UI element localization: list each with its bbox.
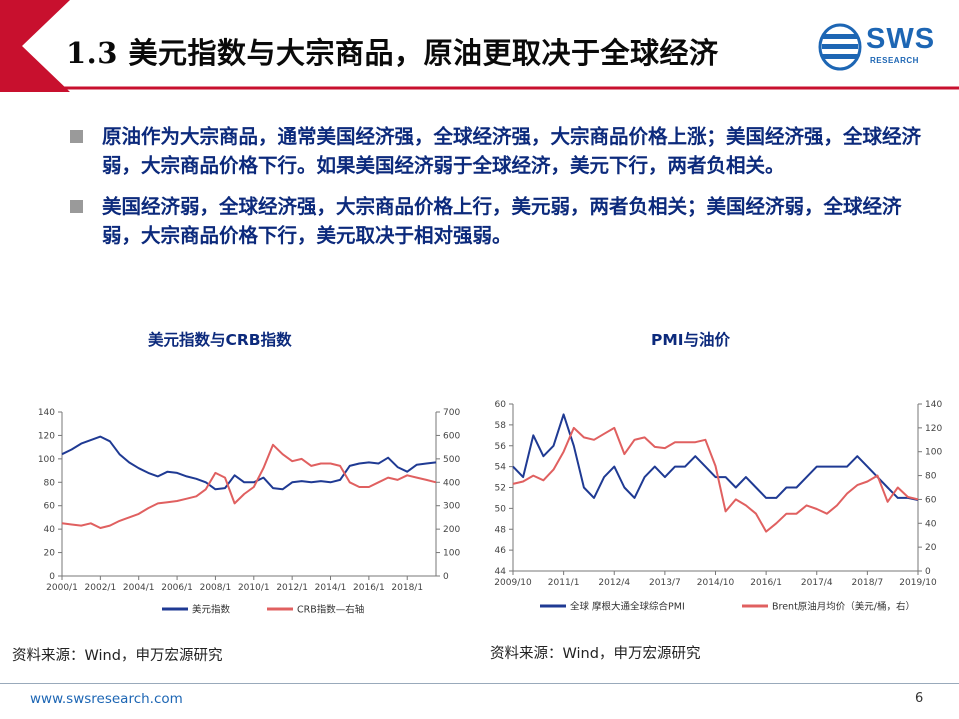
page-number: 6 xyxy=(915,691,924,706)
series-line-1 xyxy=(512,413,919,501)
y-right-tick-label: 120 xyxy=(925,424,942,434)
x-tick-label: 2016/1 xyxy=(353,583,385,593)
series-line-2 xyxy=(512,426,919,533)
x-tick-label: 2018/7 xyxy=(852,578,884,588)
y-right-tick-label: 20 xyxy=(925,543,937,553)
y-left-tick-label: 60 xyxy=(495,400,507,410)
x-tick-label: 2002/1 xyxy=(85,583,117,593)
x-tick-label: 2006/1 xyxy=(161,583,193,593)
y-left-tick-label: 54 xyxy=(495,463,507,473)
y-right-tick-label: 140 xyxy=(925,400,942,410)
footer-url: www.swsresearch.com xyxy=(30,691,183,707)
legend-label-1: 美元指数 xyxy=(192,604,231,616)
y-right-tick-label: 300 xyxy=(443,502,460,512)
legend-label-2: CRB指数—右轴 xyxy=(297,604,364,616)
x-tick-label: 2011/1 xyxy=(548,578,580,588)
bullet-list: 原油作为大宗商品，通常美国经济强，全球经济强，大宗商品价格上涨；美国经济强，全球… xyxy=(70,122,930,262)
page-title: 1.3 美元指数与大宗商品，原油更取决于全球经济 xyxy=(66,36,719,70)
legend-label-2: Brent原油月均价（美元/桶，右） xyxy=(772,601,915,613)
y-right-tick-label: 500 xyxy=(443,455,460,465)
y-left-tick-label: 52 xyxy=(495,484,506,494)
y-right-tick-label: 80 xyxy=(925,472,937,482)
y-left-tick-label: 48 xyxy=(495,525,507,535)
y-left-tick-label: 80 xyxy=(44,478,56,488)
x-tick-label: 2013/7 xyxy=(649,578,681,588)
header-banner xyxy=(0,0,959,92)
square-bullet-icon xyxy=(70,130,83,143)
y-right-tick-label: 40 xyxy=(925,519,937,529)
y-right-tick-label: 100 xyxy=(443,549,460,559)
y-right-tick-label: 600 xyxy=(443,431,460,441)
x-tick-label: 2000/1 xyxy=(46,583,78,593)
series-line-2 xyxy=(61,443,437,529)
y-left-tick-label: 40 xyxy=(44,525,56,535)
logo-emblem-icon xyxy=(818,23,862,71)
sws-logo: SWS RESEARCH xyxy=(818,20,948,74)
x-tick-label: 2014/1 xyxy=(315,583,347,593)
x-tick-label: 2017/4 xyxy=(801,578,833,588)
y-left-tick-label: 50 xyxy=(495,504,507,514)
y-left-tick-label: 20 xyxy=(44,549,56,559)
y-left-tick-label: 140 xyxy=(38,408,55,418)
x-tick-label: 2012/1 xyxy=(276,583,308,593)
y-right-tick-label: 400 xyxy=(443,478,460,488)
x-tick-label: 2004/1 xyxy=(123,583,155,593)
header-red-corner xyxy=(0,0,70,92)
series-line-1 xyxy=(61,435,437,491)
chart-usd-crb: 0 20 40 60 80 100 120 140 0 100 200 300 400 500 600 700… xyxy=(38,408,461,616)
legend-label-1: 全球 摩根大通全球综合PMI xyxy=(570,601,685,613)
bullet-item: 原油作为大宗商品，通常美国经济强，全球经济强，大宗商品价格上涨；美国经济强，全球… xyxy=(70,122,930,180)
y-left-tick-label: 60 xyxy=(44,502,56,512)
x-tick-label: 2019/10 xyxy=(899,578,937,588)
y-right-tick-label: 0 xyxy=(925,567,931,577)
chart-title-right: PMI与油价 xyxy=(651,331,731,349)
footer-divider xyxy=(0,683,959,684)
y-left-tick-label: 58 xyxy=(495,421,507,431)
chart-title-left: 美元指数与CRB指数 xyxy=(148,331,292,349)
source-note-right: 资料来源：Wind，申万宏源研究 xyxy=(490,646,701,662)
y-left-tick-label: 120 xyxy=(38,431,55,441)
bullet-text: 美国经济弱，全球经济强，大宗商品价格上行，美元弱，两者负相关；美国经济弱，全球经… xyxy=(102,195,902,247)
y-left-tick-label: 46 xyxy=(495,546,507,556)
y-right-tick-label: 60 xyxy=(925,495,937,505)
chart-pmi-oil: 44 46 48 50 52 54 56 58 60 0 20 40 60 80 100 120 140 2009… xyxy=(494,400,942,613)
y-left-tick-label: 56 xyxy=(495,442,507,452)
y-right-tick-label: 200 xyxy=(443,525,460,535)
y-left-tick-label: 100 xyxy=(38,455,55,465)
source-note-left: 资料来源：Wind，申万宏源研究 xyxy=(12,648,223,664)
x-tick-label: 2010/1 xyxy=(238,583,270,593)
x-tick-label: 2008/1 xyxy=(200,583,232,593)
logo-subtext: RESEARCH xyxy=(870,56,919,65)
logo-text: SWS xyxy=(866,23,936,55)
y-left-tick-label: 44 xyxy=(495,567,507,577)
x-tick-label: 2018/1 xyxy=(391,583,423,593)
x-tick-label: 2014/10 xyxy=(697,578,735,588)
y-right-tick-label: 700 xyxy=(443,408,460,418)
x-tick-label: 2016/1 xyxy=(750,578,782,588)
x-tick-label: 2012/4 xyxy=(598,578,630,588)
bullet-item: 美国经济弱，全球经济强，大宗商品价格上行，美元弱，两者负相关；美国经济弱，全球经… xyxy=(70,192,930,250)
bullet-text: 原油作为大宗商品，通常美国经济强，全球经济强，大宗商品价格上涨；美国经济强，全球… xyxy=(102,125,922,177)
y-right-tick-label: 100 xyxy=(925,448,942,458)
square-bullet-icon xyxy=(70,200,83,213)
y-left-tick-label: 0 xyxy=(49,572,55,582)
y-right-tick-label: 0 xyxy=(443,572,449,582)
x-tick-label: 2009/10 xyxy=(494,578,532,588)
